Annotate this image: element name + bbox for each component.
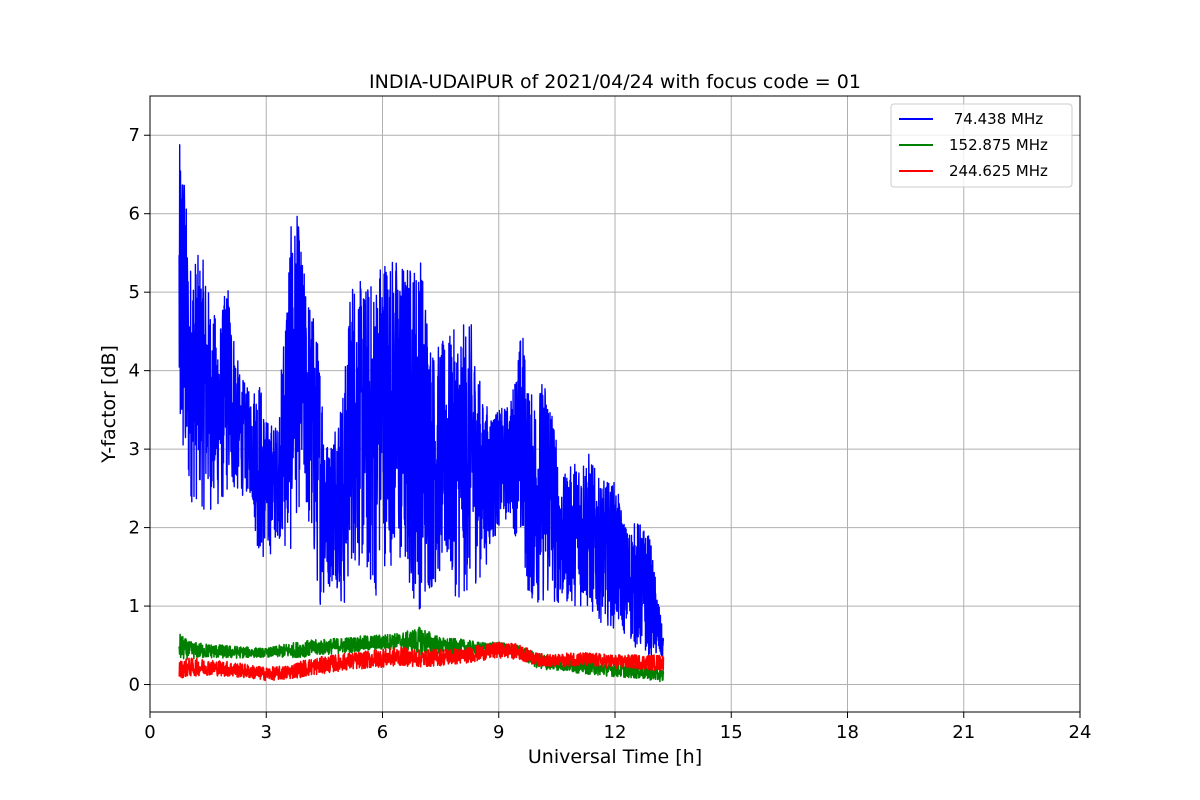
x-axis-label: Universal Time [h] (528, 746, 702, 768)
x-tick-label: 15 (720, 722, 743, 743)
y-tick-label: 6 (129, 204, 140, 225)
x-tick-label: 0 (144, 722, 155, 743)
x-tick-label: 21 (952, 722, 975, 743)
y-tick-label: 2 (129, 518, 140, 539)
y-tick-label: 4 (129, 361, 140, 382)
grid (149, 96, 1081, 712)
series-line-3 (178, 641, 665, 682)
series-layer (178, 144, 665, 683)
x-tick-label: 18 (836, 722, 859, 743)
x-tick-label: 6 (377, 722, 388, 743)
legend-box (890, 103, 1073, 188)
legend-label: 152.875 MHz (949, 136, 1048, 154)
y-tick-label: 5 (129, 282, 140, 303)
x-tick-label: 24 (1069, 722, 1092, 743)
legend-label: 74.438 MHz (949, 110, 1043, 128)
chart-title: INDIA-UDAIPUR of 2021/04/24 with focus c… (369, 71, 861, 93)
y-tick-label: 0 (129, 675, 140, 696)
x-tick-label: 12 (604, 722, 627, 743)
x-tick-label: 9 (493, 722, 504, 743)
y-tick-label: 3 (129, 439, 140, 460)
series-line-2 (178, 626, 665, 683)
y-tick-label: 7 (129, 125, 140, 146)
legend: 74.438 MHz 152.875 MHz 244.625 MHz (890, 103, 1073, 188)
y-axis-label: Y-factor [dB] (98, 345, 120, 464)
legend-label: 244.625 MHz (949, 162, 1048, 180)
series-line-1 (178, 144, 665, 661)
y-tick-label: 1 (129, 596, 140, 617)
x-tick-label: 3 (261, 722, 272, 743)
